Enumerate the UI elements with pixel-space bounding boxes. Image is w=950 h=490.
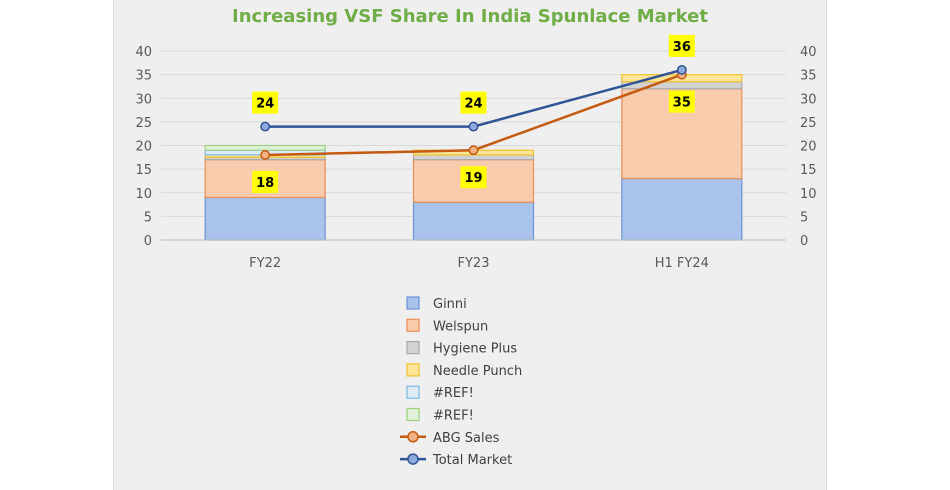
- label-total-market-fy22: 24: [256, 97, 274, 112]
- y2-tick-label: 0: [800, 234, 808, 249]
- bar-segment-hygiene-plus-2-h1-fy24: [621, 81, 743, 90]
- bar-segment-hygiene-plus-2-fy23: [412, 154, 535, 161]
- point-abg-sales-fy23: [468, 145, 479, 156]
- y-tick-label: 0: [144, 234, 152, 249]
- y-tick-label: 20: [135, 140, 152, 155]
- legend-marker-total-market: [407, 453, 419, 465]
- label-abg-sales-fy23: 19: [464, 171, 482, 186]
- y2-tick-label: 35: [800, 69, 817, 84]
- x-tick-label-h1-fy24: H1 FY24: [655, 256, 709, 271]
- bar-segment-ginni-0-fy23: [412, 201, 535, 241]
- legend-label-total-market-7: Total Market: [432, 453, 512, 468]
- bar-segment-ginni-0-h1-fy24: [621, 177, 743, 241]
- y2-tick-label: 20: [800, 140, 817, 155]
- point-total-market-fy23: [468, 121, 479, 132]
- label-abg-sales-fy23-bg: [460, 166, 487, 189]
- x-tick-label-fy23: FY23: [458, 256, 490, 271]
- legend-label-ref-4: #REF!: [433, 386, 474, 401]
- label-total-market-fy23-bg: [460, 91, 487, 114]
- y-tick-label: 40: [135, 45, 152, 60]
- left-y-axis: 0 5 10 15 20 25 30 35 40: [135, 45, 152, 249]
- y2-tick-label: 10: [800, 187, 817, 202]
- bar-segment-ginni-0-fy22: [204, 196, 326, 241]
- chart-area: Increasing VSF Share In India Spunlace M…: [113, 0, 827, 490]
- y2-tick-label: 40: [800, 45, 817, 60]
- y-tick-label: 25: [135, 116, 152, 131]
- label-total-market-h1-fy24: 36: [673, 40, 691, 55]
- y-tick-label: 35: [135, 69, 152, 84]
- label-abg-sales-fy22: 18: [256, 176, 274, 191]
- chart-svg: Increasing VSF Share In India Spunlace M…: [135, 6, 817, 468]
- y2-tick-label: 30: [800, 92, 817, 107]
- x-axis: FY22 FY23 H1 FY24: [161, 239, 786, 271]
- label-total-market-fy23: 24: [464, 97, 482, 112]
- y-tick-label: 15: [135, 163, 152, 178]
- y-tick-label: 10: [135, 187, 152, 202]
- legend-swatch-hygiene-plus-2: [406, 341, 420, 355]
- y2-tick-label: 5: [800, 210, 808, 225]
- legend-marker-abg-sales: [407, 431, 419, 443]
- legend-label-ref-5: #REF!: [433, 409, 474, 424]
- y-tick-label: 30: [135, 92, 152, 107]
- legend-swatch-ref-4: [406, 385, 420, 399]
- legend-label-welspun-1: Welspun: [433, 319, 488, 334]
- point-total-market-h1-fy24: [676, 64, 687, 75]
- data-labels: 24 24 36 18 19 35: [252, 34, 695, 193]
- legend: Ginni Welspun Hygiene Plus Needle Punch #REF…: [400, 296, 522, 468]
- line-series: [260, 64, 687, 160]
- y-tick-label: 5: [144, 210, 152, 225]
- legend-swatch-ginni-0: [406, 296, 420, 310]
- legend-label-abg-sales-6: ABG Sales: [433, 431, 500, 446]
- label-abg-sales-h1-fy24-bg: [668, 90, 695, 113]
- label-abg-sales-h1-fy24: 35: [673, 96, 691, 111]
- label-total-market-h1-fy24-bg: [668, 34, 695, 57]
- chart-title: Increasing VSF Share In India Spunlace M…: [232, 6, 708, 27]
- legend-swatch-welspun-1: [406, 318, 420, 332]
- bar-segment-ref-5-fy22: [204, 144, 326, 151]
- right-y-axis: 0 5 10 15 20 25 30 35 40: [800, 45, 817, 249]
- point-total-market-fy22: [260, 121, 271, 132]
- label-abg-sales-fy22-bg: [252, 170, 279, 193]
- legend-swatch-ref-5: [406, 407, 420, 422]
- legend-label-hygiene-plus-2: Hygiene Plus: [433, 342, 517, 357]
- legend-label-ginni-0: Ginni: [433, 297, 467, 312]
- x-tick-label-fy22: FY22: [249, 256, 281, 271]
- label-total-market-fy22-bg: [252, 91, 279, 114]
- y2-tick-label: 25: [800, 116, 817, 131]
- legend-label-needle-punch-3: Needle Punch: [433, 364, 522, 379]
- point-abg-sales-fy22: [260, 150, 271, 160]
- y2-tick-label: 15: [800, 163, 817, 178]
- legend-swatch-needle-punch-3: [406, 363, 420, 377]
